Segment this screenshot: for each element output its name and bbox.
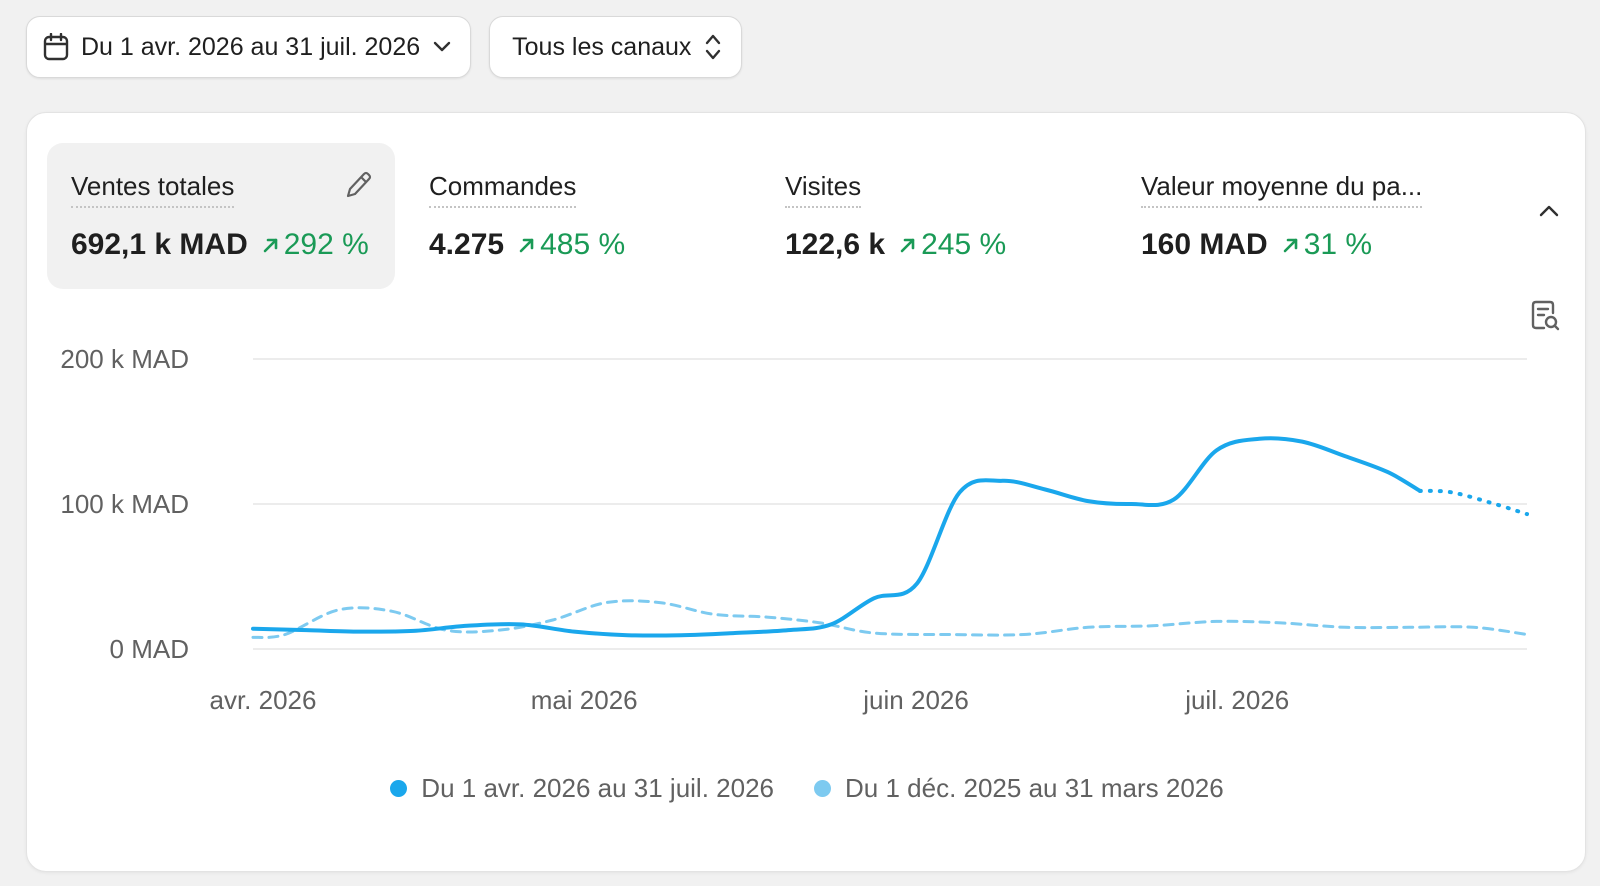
y-tick-label: 0 MAD (110, 634, 189, 664)
series-line-current (251, 436, 1422, 638)
channel-selector[interactable]: Tous les canaux (489, 16, 743, 78)
legend-item-previous[interactable]: Du 1 déc. 2025 au 31 mars 2026 (814, 773, 1224, 804)
metric-tab-commandes[interactable]: Commandes 4.275 485 % (405, 143, 735, 289)
metric-tabs: Ventes totales 692,1 k MAD 292 % Command… (47, 143, 1547, 289)
series-line-current-projection (1417, 488, 1529, 517)
channel-label: Tous les canaux (512, 32, 692, 61)
metric-tab-ventes-totales[interactable]: Ventes totales 692,1 k MAD 292 % (47, 143, 395, 289)
arrow-up-right-icon (519, 238, 534, 253)
date-range-picker[interactable]: Du 1 avr. 2026 au 31 juil. 2026 (26, 16, 472, 78)
metric-delta-value: 485 % (540, 228, 626, 261)
metric-delta-value: 245 % (921, 228, 1007, 261)
x-tick-label: juil. 2026 (1184, 685, 1289, 715)
metric-delta: 292 % (262, 228, 369, 262)
arrow-up-right-icon (900, 238, 915, 253)
legend-dot-previous (814, 780, 831, 797)
legend-label-previous: Du 1 déc. 2025 au 31 mars 2026 (845, 773, 1224, 803)
metric-label: Visites (785, 171, 862, 208)
chevron-up-icon[interactable] (1537, 203, 1561, 219)
metric-value: 4.275 (429, 228, 505, 261)
metric-delta: 31 % (1282, 228, 1372, 262)
chart-legend: Du 1 avr. 2026 au 31 juil. 2026 Du 1 déc… (27, 773, 1587, 804)
report-search-icon[interactable] (1530, 299, 1560, 333)
pencil-icon[interactable] (343, 169, 373, 201)
legend-dot-current (390, 780, 408, 797)
series-line-previous (251, 599, 1529, 639)
legend-item-current[interactable]: Du 1 avr. 2026 au 31 juil. 2026 (390, 773, 774, 804)
y-tick-label: 200 k MAD (60, 344, 189, 374)
toolbar: Du 1 avr. 2026 au 31 juil. 2026 Tous les… (26, 16, 743, 78)
date-range-label: Du 1 avr. 2026 au 31 juil. 2026 (81, 32, 421, 61)
sales-line-chart: 200 k MAD 100 k MAD 0 MAD avr. 2026 mai 202… (60, 344, 1529, 715)
metric-tab-valeur-moyenne[interactable]: Valeur moyenne du pa... 160 MAD 31 % (1117, 143, 1497, 289)
metric-value: 692,1 k MAD (71, 228, 248, 261)
metric-value: 122,6 k (785, 228, 886, 261)
metric-label: Ventes totales (71, 171, 235, 208)
arrow-up-right-icon (263, 238, 278, 253)
arrow-up-right-icon (1283, 238, 1298, 253)
metric-delta-value: 292 % (283, 228, 369, 261)
metric-label: Commandes (429, 171, 577, 208)
metric-delta: 485 % (518, 228, 625, 262)
x-tick-label: juin 2026 (862, 685, 969, 715)
x-tick-label: avr. 2026 (210, 685, 317, 715)
calendar-icon (43, 33, 69, 61)
metric-tab-visites[interactable]: Visites 122,6 k 245 % (761, 143, 1101, 289)
legend-label-current: Du 1 avr. 2026 au 31 juil. 2026 (421, 773, 774, 803)
x-tick-label: mai 2026 (531, 685, 638, 715)
chevron-down-icon (433, 41, 451, 52)
chevron-updown-icon (706, 34, 721, 60)
metric-label: Valeur moyenne du pa... (1141, 171, 1423, 208)
metric-delta-value: 31 % (1303, 228, 1373, 261)
metric-value: 160 MAD (1141, 228, 1268, 261)
metric-delta: 245 % (899, 228, 1006, 262)
sales-card: Ventes totales 692,1 k MAD 292 % Command… (26, 112, 1586, 872)
y-tick-label: 100 k MAD (60, 489, 189, 519)
